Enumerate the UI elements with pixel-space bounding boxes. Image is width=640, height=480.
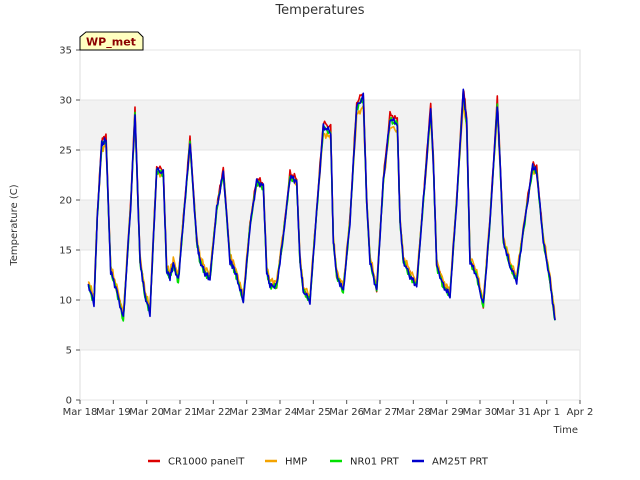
x-axis-label: Time	[553, 425, 578, 436]
x-tick-label: Mar 30	[463, 407, 498, 418]
y-axis-label: Temperature (C)	[9, 184, 20, 266]
series-line	[87, 88, 556, 321]
y-tick-label: 5	[66, 346, 72, 357]
y-tick-label: 0	[66, 396, 72, 407]
x-tick-label: Mar 21	[163, 407, 198, 418]
site-badge-label: WP_met	[86, 36, 136, 49]
y-tick-label: 35	[59, 46, 72, 57]
y-axis-ticks: 0 5 10 15 20 25 30 35	[59, 46, 80, 407]
chart-title: Temperatures	[274, 3, 364, 18]
x-tick-label: Mar 18	[63, 407, 98, 418]
y-tick-label: 10	[59, 296, 72, 307]
x-tick-label: Mar 31	[496, 407, 531, 418]
legend-label: CR1000 panelT	[168, 457, 245, 468]
gridlines	[80, 49, 580, 401]
series-lines	[87, 88, 556, 322]
y-tick-label: 30	[59, 96, 72, 107]
x-tick-label: Mar 20	[129, 407, 164, 418]
site-badge-shape	[79, 31, 144, 51]
x-tick-label: Mar 19	[96, 407, 131, 418]
x-tick-label: Mar 29	[429, 407, 464, 418]
x-tick-label: Mar 23	[229, 407, 264, 418]
y-tick-label: 25	[59, 146, 72, 157]
x-tick-label: Apr 1	[533, 407, 560, 418]
x-tick-label: Mar 25	[296, 407, 331, 418]
legend-label: HMP	[285, 457, 307, 468]
legend: CR1000 panelT HMP NR01 PRT AM25T PRT	[148, 457, 489, 468]
y-tick-label: 20	[59, 196, 72, 207]
x-tick-label: Mar 22	[196, 407, 231, 418]
x-tick-label: Mar 28	[396, 407, 431, 418]
x-tick-label: Mar 26	[329, 407, 364, 418]
grid-band	[80, 200, 580, 250]
grid-band	[80, 300, 580, 350]
site-badge: WP_met	[79, 31, 144, 51]
x-tick-label: Mar 24	[263, 407, 298, 418]
y-tick-label: 15	[59, 246, 72, 257]
legend-label: NR01 PRT	[350, 457, 400, 468]
x-tick-label: Mar 27	[363, 407, 398, 418]
x-tick-label: Apr 2	[567, 407, 594, 418]
plot-background	[79, 49, 581, 401]
legend-label: AM25T PRT	[432, 457, 489, 468]
